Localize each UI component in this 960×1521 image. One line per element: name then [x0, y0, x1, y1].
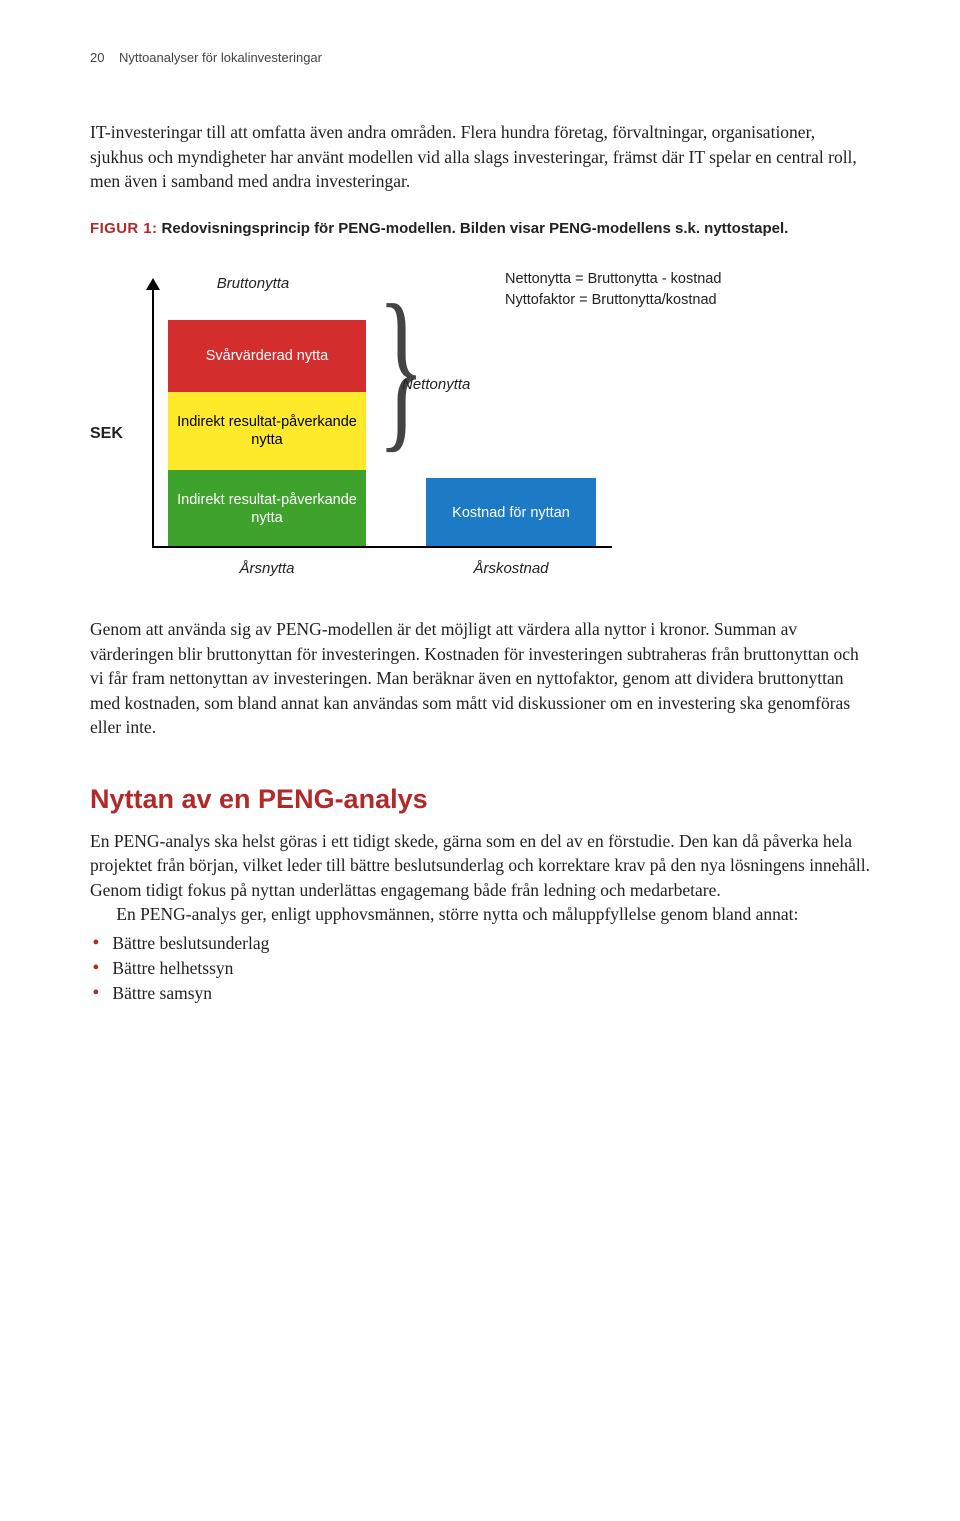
- x-axis-labels: Årsnytta Årskostnad: [168, 560, 870, 577]
- section-heading-nyttan: Nyttan av en PENG-analys: [90, 784, 870, 815]
- y-axis-line: [152, 284, 154, 548]
- axis-column: [138, 320, 168, 548]
- equations: Nettonytta = Bruttonytta - kostnad Nytto…: [505, 269, 721, 313]
- section2-para2: En PENG-analys ger, enligt upphovsmännen…: [90, 902, 870, 927]
- bullet-list: Bättre beslutsunderlag Bättre helhetssyn…: [90, 931, 870, 1007]
- bullet-item: Bättre beslutsunderlag: [112, 931, 870, 956]
- header-sep: [108, 50, 115, 65]
- bar-indirekt-2: Indirekt resultat-påverkande nytta: [168, 470, 366, 548]
- chart-row: SEK Svårvärderad nytta Indirekt resultat…: [90, 320, 870, 548]
- cost-column: Kostnad för nyttan: [426, 320, 596, 548]
- page-number: 20: [90, 50, 104, 65]
- para-after-figure: Genom att använda sig av PENG-modellen ä…: [90, 617, 870, 740]
- bar-kostnad: Kostnad för nyttan: [426, 478, 596, 548]
- nettonytta-label: Nettonytta: [402, 376, 470, 393]
- bullet-item: Bättre samsyn: [112, 981, 870, 1006]
- brace-column: } Nettonytta: [366, 320, 426, 548]
- axis-label-arsnytta: Årsnytta: [168, 560, 366, 577]
- stacked-bars: Svårvärderad nytta Indirekt resultat-påv…: [168, 320, 366, 548]
- figure-caption-prefix: figur 1:: [90, 220, 157, 237]
- peng-figure: Bruttonytta Nettonytta = Bruttonytta - k…: [90, 269, 870, 578]
- bullet-item: Bättre helhetssyn: [112, 956, 870, 981]
- intro-paragraph: IT-investeringar till att omfatta även a…: [90, 120, 870, 194]
- running-header: 20 Nyttoanalyser för lokalinvesteringar: [90, 50, 870, 65]
- bar-svarvarderad: Svårvärderad nytta: [168, 320, 366, 392]
- figure-caption-text: Redovisningsprincip för PENG-modellen. B…: [162, 220, 789, 237]
- bar-indirekt-1: Indirekt resultat-påverkande nytta: [168, 392, 366, 470]
- section2-para1: En PENG-analys ska helst göras i ett tid…: [90, 829, 870, 903]
- label-gap: [366, 560, 426, 577]
- eq-nyttofaktor: Nyttofaktor = Bruttonytta/kostnad: [505, 290, 721, 312]
- y-axis-label: SEK: [90, 320, 138, 548]
- curly-brace-icon: }: [377, 278, 425, 458]
- page: 20 Nyttoanalyser för lokalinvesteringar …: [0, 0, 960, 1067]
- axis-label-arskostnad: Årskostnad: [426, 560, 596, 577]
- figure-caption: figur 1: Redovisningsprincip för PENG-mo…: [90, 218, 870, 239]
- figure-top-row: Bruttonytta Nettonytta = Bruttonytta - k…: [168, 269, 870, 313]
- running-title: Nyttoanalyser för lokalinvesteringar: [119, 50, 322, 65]
- bruttonytta-label: Bruttonytta: [168, 269, 338, 292]
- eq-nettonytta: Nettonytta = Bruttonytta - kostnad: [505, 269, 721, 291]
